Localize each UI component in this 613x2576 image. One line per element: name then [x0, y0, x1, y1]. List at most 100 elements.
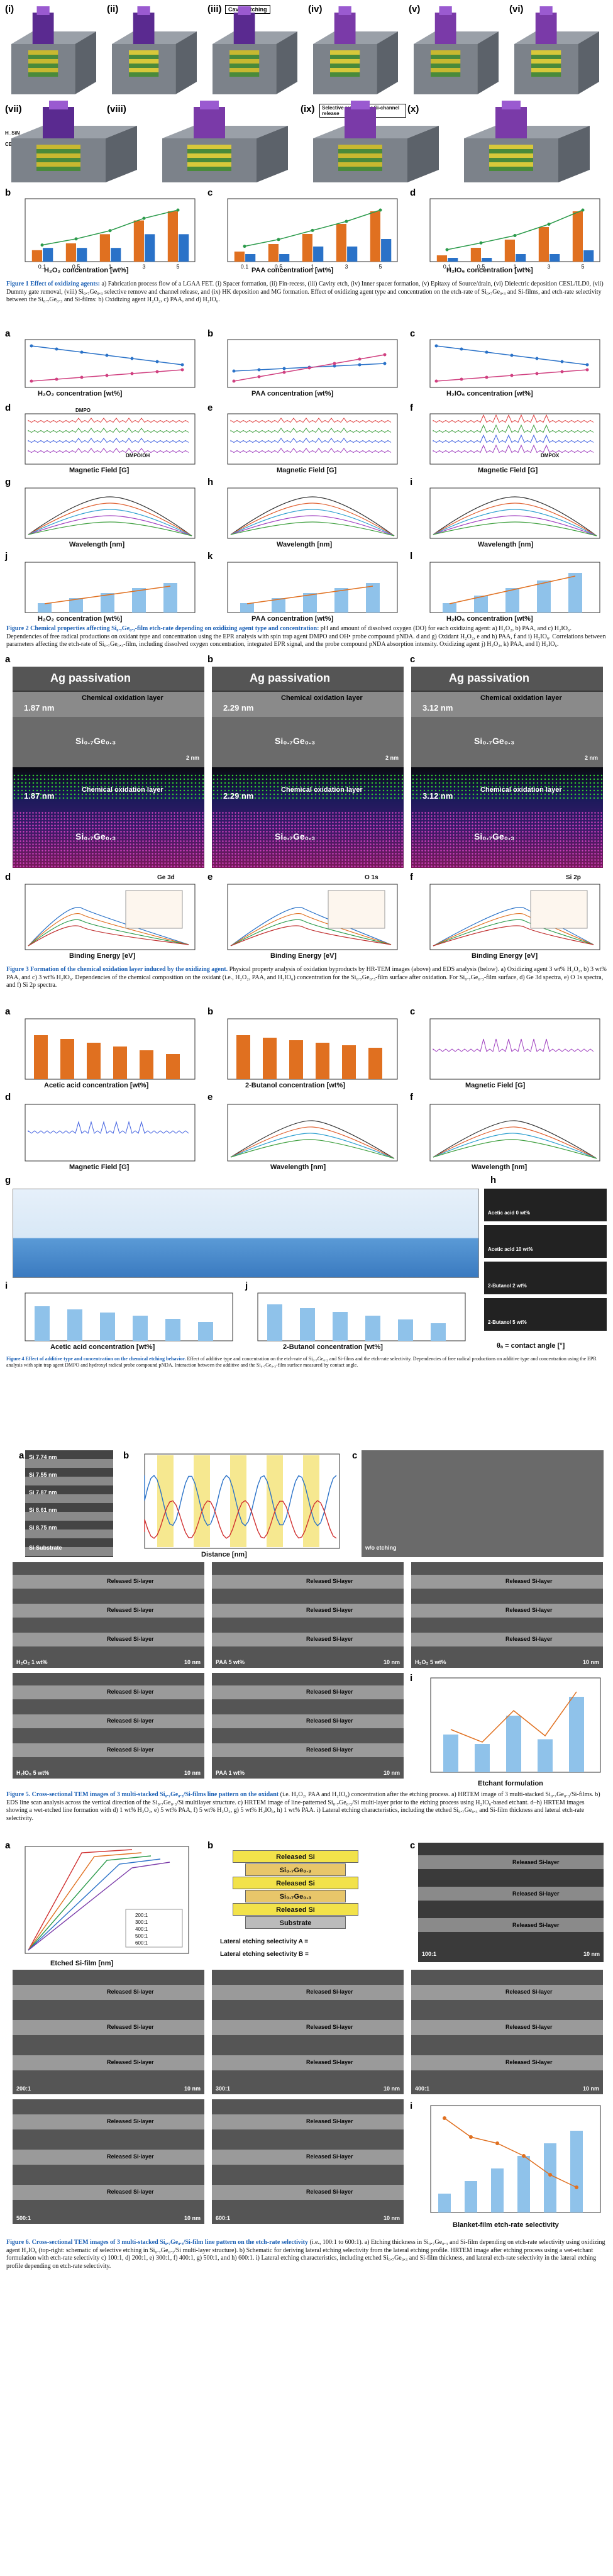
data-point	[277, 238, 280, 242]
legend-label: 600:1	[135, 1940, 148, 1946]
tick-label: 0.1	[241, 264, 249, 270]
bar	[368, 1048, 382, 1079]
data-point	[142, 216, 146, 220]
figure-caption: Figure 2 Chemical properties affecting S…	[6, 625, 607, 649]
bar	[198, 1322, 213, 1341]
xps-spectrum	[230, 919, 392, 947]
channel-layer	[187, 162, 231, 167]
legend-label: 300:1	[135, 1919, 148, 1925]
thickness-label: 3.12 nm	[422, 791, 453, 801]
sige-layer	[187, 158, 231, 162]
side-label: H_SiN	[5, 130, 20, 136]
xps-spectrum	[433, 913, 594, 947]
channel-layer	[129, 59, 159, 64]
panel-label: a	[19, 1450, 25, 1461]
series-line	[246, 586, 373, 604]
xps-spectrum	[230, 925, 392, 947]
layer-label: Released Si-layer	[512, 1922, 560, 1928]
absorbance-curve	[433, 509, 597, 536]
panel-label: b	[207, 1006, 214, 1017]
panel-label: a	[5, 328, 11, 339]
sige-layer	[330, 64, 360, 68]
bar	[111, 248, 121, 262]
panel-label: d	[410, 187, 416, 198]
plot-frame	[227, 1104, 398, 1162]
hrtem-image: Released Si-layer Released Si-layer Releas…	[212, 1673, 404, 1779]
x-axis-label: Wavelength [nm]	[277, 541, 333, 548]
x-axis-label: PAA concentration [wt%]	[251, 615, 334, 623]
panel-label: a	[5, 1006, 11, 1017]
sige-layer	[129, 72, 159, 77]
scale-bar-label: 2 nm	[185, 755, 199, 761]
data-point	[513, 234, 517, 237]
contact-label: 2-Butanol 2 wt%	[488, 1283, 527, 1289]
panel-label: e	[207, 1092, 213, 1102]
bar	[113, 1046, 127, 1079]
device-side	[276, 31, 297, 94]
panel-tag: 600:1	[216, 2215, 231, 2221]
si-layer-band	[212, 2185, 404, 2200]
gate-cap	[338, 6, 351, 15]
bar	[448, 258, 458, 262]
x-axis-label: Binding Energy [eV]	[472, 952, 538, 960]
layer-label: Chemical oxidation layer	[480, 786, 562, 794]
panel-label: e	[207, 872, 213, 882]
bar	[234, 252, 245, 262]
eds-ge-profile	[144, 1500, 337, 1539]
data-point	[55, 347, 58, 351]
data-point	[358, 363, 362, 367]
scale-bar-label: 10 nm	[383, 1659, 400, 1665]
layer-label: Released Si-layer	[306, 1578, 353, 1584]
panel-tag: 500:1	[16, 2215, 31, 2221]
x-axis-label: 2-Butanol concentration [wt%]	[245, 1082, 345, 1089]
panel-label: (vii)	[5, 104, 22, 114]
bar	[474, 596, 488, 613]
panel-label: d	[5, 402, 11, 413]
channel-layer	[531, 50, 561, 55]
bar	[245, 254, 256, 262]
panel-label: i	[410, 477, 413, 487]
figure-1: (i) (ii) (iii) (iv) (v) (vi) Cavity etch…	[0, 0, 613, 327]
sige-layer	[531, 72, 561, 77]
panel-label: h	[207, 477, 214, 487]
diagram-layer: Substrate	[245, 1916, 346, 1929]
x-axis-label: PAA concentration [wt%]	[251, 390, 334, 397]
plot-frame	[25, 413, 196, 465]
data-point	[282, 370, 286, 374]
si-layer-band	[13, 2185, 204, 2200]
tick-label: 0.5	[275, 264, 283, 270]
caption-text: pH and amount of dissolved oxygen (DO) f…	[6, 625, 606, 648]
figure-caption: Figure 3 Formation of the chemical oxida…	[6, 966, 607, 990]
panel-label: j	[5, 551, 8, 562]
bar	[165, 1319, 180, 1341]
plot-frame	[429, 413, 600, 465]
layer-label: Released Si-layer	[512, 1890, 560, 1897]
panel-label: h	[490, 1175, 497, 1185]
panel-label: (vi)	[509, 4, 524, 14]
panel-label: b	[207, 654, 214, 665]
bar	[482, 258, 492, 262]
caption-title: Figure 5. Cross-sectional TEM images of …	[6, 1791, 279, 1798]
si-layer-band	[13, 1685, 204, 1699]
figure-caption: Figure 5. Cross-sectional TEM images of …	[6, 1791, 607, 1823]
bar	[465, 2181, 477, 2212]
bar	[347, 247, 358, 262]
data-point	[445, 248, 449, 252]
panel-label: a	[5, 654, 11, 665]
epr-spectrum	[433, 434, 594, 443]
panel-label: a	[5, 1840, 11, 1851]
hrtem-image-c: Released Si-layer Released Si-layer Rele…	[418, 1843, 604, 1962]
panel-label: c	[352, 1450, 358, 1461]
tem-header: Ag passivation	[449, 672, 530, 684]
xps-title: Si 2p	[566, 874, 581, 881]
gate-cap	[539, 6, 553, 15]
device-side	[106, 126, 137, 182]
channel-layer	[330, 50, 360, 55]
tem-header: Ag passivation	[250, 672, 331, 684]
layer-label: Released Si-layer	[306, 2059, 353, 2065]
tick-label: 0.1	[443, 264, 451, 270]
bar	[538, 1739, 553, 1772]
legend-label: 200:1	[135, 1913, 148, 1918]
x-axis-label: Etchant formulation	[478, 1780, 543, 1787]
x-axis-label: Binding Energy [eV]	[270, 952, 337, 960]
